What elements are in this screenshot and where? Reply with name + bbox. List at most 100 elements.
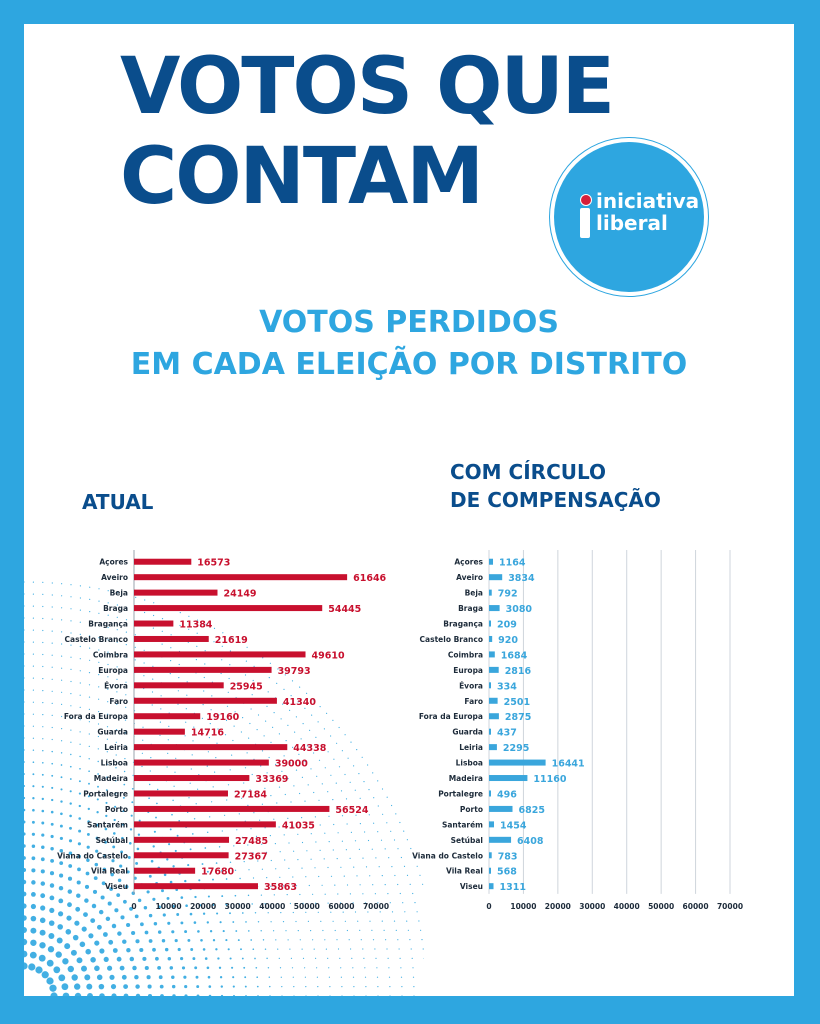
data-label: 792 <box>498 589 518 600</box>
bar <box>134 836 230 843</box>
data-label: 783 <box>498 851 518 862</box>
category-label: Évora <box>459 681 483 690</box>
x-tick-label: 20000 <box>190 902 216 911</box>
x-tick-label: 60000 <box>683 902 709 911</box>
category-label: Lisboa <box>101 759 128 768</box>
x-tick-label: 10000 <box>510 902 536 911</box>
category-label: Braga <box>458 604 483 613</box>
bar <box>134 883 258 890</box>
right-heading-line-1: COM CÍRCULO <box>450 460 607 484</box>
data-label: 334 <box>497 681 517 692</box>
category-label: Fora da Europa <box>64 712 128 721</box>
logo-line-1: iniciativa <box>596 189 700 213</box>
logo-wordmark: iniciativa liberal <box>596 190 699 234</box>
x-tick-label: 40000 <box>259 902 285 911</box>
data-label: 61646 <box>353 573 386 584</box>
bar <box>134 759 269 766</box>
category-label: Setúbal <box>96 836 128 845</box>
bar <box>134 605 323 612</box>
category-label: Portalegre <box>83 789 128 798</box>
bar <box>489 759 546 766</box>
category-label: Madeira <box>449 774 483 783</box>
category-label: Viana do Castelo <box>57 851 128 860</box>
x-tick-label: 40000 <box>614 902 640 911</box>
category-label: Viseu <box>105 882 128 891</box>
data-label: 209 <box>497 620 517 631</box>
bar <box>489 620 491 627</box>
logo-i-icon <box>580 194 592 238</box>
data-label: 27367 <box>235 851 268 862</box>
bar <box>134 713 201 720</box>
bar <box>134 574 348 581</box>
logo-line-2: liberal <box>596 211 668 235</box>
x-tick-label: 70000 <box>363 902 389 911</box>
category-label: Vila Real <box>446 867 483 876</box>
category-label: Porto <box>105 805 128 814</box>
bar <box>489 805 513 812</box>
bar <box>134 852 229 859</box>
bar <box>134 821 276 828</box>
data-label: 24149 <box>223 589 256 600</box>
bar <box>134 805 330 812</box>
category-label: Viseu <box>460 882 483 891</box>
x-tick-label: 0 <box>131 902 136 911</box>
page-title-line-1: VOTOS QUE <box>120 42 615 132</box>
bar <box>489 651 495 658</box>
data-label: 437 <box>497 728 517 739</box>
bar <box>489 836 512 843</box>
category-label: Madeira <box>94 774 128 783</box>
page-title-line-2: CONTAM <box>120 132 484 222</box>
bar <box>489 635 493 642</box>
subtitle-line-2: EM CADA ELEIÇÃO POR DISTRITO <box>130 347 688 382</box>
subtitle-line-1: VOTOS PERDIDOS <box>259 305 559 340</box>
x-tick-label: 0 <box>486 902 491 911</box>
data-label: 2816 <box>505 666 532 677</box>
data-label: 3080 <box>506 604 533 615</box>
data-label: 33369 <box>255 774 288 785</box>
bar <box>134 589 218 596</box>
data-label: 2295 <box>503 743 529 754</box>
category-label: Fora da Europa <box>419 712 483 721</box>
data-label: 2875 <box>505 712 531 723</box>
x-tick-label: 60000 <box>328 902 354 911</box>
data-label: 21619 <box>215 635 248 646</box>
category-label: Porto <box>460 805 483 814</box>
bar <box>134 558 192 565</box>
data-label: 27485 <box>235 836 268 847</box>
data-label: 41340 <box>283 697 316 708</box>
data-label: 35863 <box>264 882 297 893</box>
data-label: 11384 <box>179 620 212 631</box>
x-tick-label: 30000 <box>579 902 605 911</box>
bar <box>489 728 491 735</box>
category-label: Açores <box>99 558 128 567</box>
category-label: Setúbal <box>451 836 483 845</box>
bar <box>489 666 499 673</box>
x-tick-label: 50000 <box>648 902 674 911</box>
poster-frame: VOTOS QUE CONTAM iniciativa liberal VOTO… <box>24 24 794 996</box>
category-label: Castelo Branco <box>420 635 483 644</box>
bar <box>134 651 306 658</box>
category-label: Faro <box>109 697 128 706</box>
data-label: 6825 <box>519 805 545 816</box>
category-label: Lisboa <box>456 759 483 768</box>
data-label: 1684 <box>501 650 528 661</box>
category-label: Aveiro <box>456 573 483 582</box>
data-label: 39000 <box>275 759 308 770</box>
bar <box>489 852 492 859</box>
data-label: 14716 <box>191 728 224 739</box>
category-label: Açores <box>454 558 483 567</box>
bar <box>134 790 228 797</box>
category-label: Guarda <box>452 728 483 737</box>
data-label: 920 <box>498 635 518 646</box>
data-label: 49610 <box>312 650 345 661</box>
category-label: Leiria <box>104 743 128 752</box>
category-label: Europa <box>98 666 128 675</box>
bar <box>489 790 491 797</box>
data-label: 496 <box>497 789 517 800</box>
data-label: 17680 <box>201 867 234 878</box>
x-tick-label: 30000 <box>225 902 251 911</box>
data-label: 16573 <box>197 558 230 569</box>
bar <box>489 589 492 596</box>
category-label: Beja <box>110 589 128 598</box>
data-label: 54445 <box>328 604 361 615</box>
